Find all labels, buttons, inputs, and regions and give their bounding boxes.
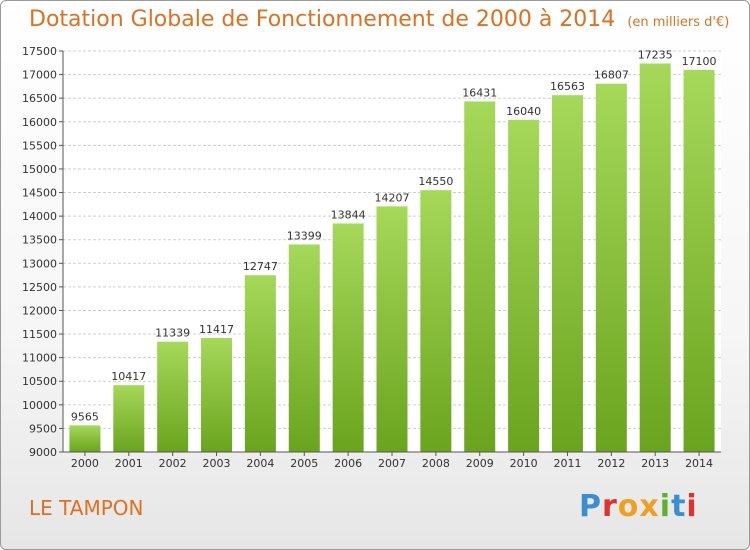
bar (244, 275, 276, 452)
x-tick-label: 2012 (597, 457, 625, 470)
x-tick-label: 2007 (378, 457, 406, 470)
y-tick-label: 16000 (22, 116, 57, 129)
bar (508, 119, 540, 452)
x-tick-label: 2011 (553, 457, 581, 470)
bar-value-label: 10417 (111, 370, 146, 383)
x-tick-label: 2000 (71, 457, 99, 470)
logo-letter: o (617, 489, 640, 524)
x-tick-label: 2005 (290, 457, 318, 470)
logo-letter: i (659, 489, 672, 524)
bar (288, 244, 320, 452)
bar-value-label: 16807 (594, 69, 629, 82)
logo-letter: i (686, 489, 698, 524)
y-tick-label: 15000 (22, 163, 57, 176)
bar-value-label: 16040 (506, 105, 541, 118)
bars: 9565 10417 11339 11417 12747 13399 13844 14207 1… (69, 49, 717, 453)
y-tick-label: 10500 (22, 375, 57, 388)
bar-value-label: 16563 (550, 80, 585, 93)
bar (683, 69, 715, 452)
axes: 9000 9500 10000 10500 11000 11500 12000 12500 13… (22, 45, 721, 470)
y-tick-label: 17500 (22, 45, 57, 58)
bar-value-label: 11339 (155, 327, 190, 340)
bar (157, 341, 189, 452)
y-tick-label: 16500 (22, 92, 57, 105)
x-tick-label: 2010 (510, 457, 538, 470)
logo-letter: t (671, 489, 687, 524)
commune-name: LE TAMPON (29, 496, 144, 520)
bar-value-label: 14207 (375, 191, 410, 204)
title-text: Dotation Globale de Fonctionnement de 20… (29, 7, 616, 32)
y-tick-label: 11000 (22, 352, 57, 365)
x-tick-label: 2014 (685, 457, 713, 470)
x-tick-label: 2006 (334, 457, 362, 470)
unit-label: (en milliers d'€) (627, 15, 730, 30)
bar (201, 337, 233, 452)
chart-title: Dotation Globale de Fonctionnement de 20… (29, 7, 729, 32)
logo-letter: x (639, 489, 660, 524)
bar (464, 101, 496, 453)
y-tick-label: 14000 (22, 210, 57, 223)
bar-value-label: 17235 (638, 49, 673, 62)
y-tick-label: 17000 (22, 69, 57, 82)
y-tick-label: 10000 (22, 399, 57, 412)
logo-letter: P (579, 489, 602, 524)
bar-value-label: 17100 (682, 55, 717, 68)
bar (376, 206, 408, 452)
bar-value-label: 14550 (418, 175, 453, 188)
y-tick-label: 11500 (22, 328, 57, 341)
bar (639, 63, 671, 452)
y-tick-label: 12500 (22, 281, 57, 294)
bar-value-label: 13844 (331, 208, 366, 221)
y-tick-label: 9000 (29, 446, 57, 459)
x-tick-label: 2004 (246, 457, 274, 470)
bar (551, 95, 583, 453)
bar-value-label: 12747 (243, 260, 278, 273)
x-tick-label: 2009 (466, 457, 494, 470)
x-tick-label: 2003 (203, 457, 231, 470)
bar (332, 223, 364, 452)
bar-value-label: 9565 (71, 410, 99, 423)
x-tick-label: 2013 (641, 457, 669, 470)
bar (420, 190, 452, 452)
y-tick-label: 14500 (22, 187, 57, 200)
y-tick-label: 13500 (22, 234, 57, 247)
bar (113, 385, 145, 452)
x-tick-label: 2002 (159, 457, 187, 470)
y-tick-label: 9500 (29, 422, 57, 435)
bar (595, 83, 627, 452)
bar-value-label: 16431 (462, 86, 497, 99)
bar-value-label: 13399 (287, 229, 322, 242)
logo-letter: r (602, 489, 618, 524)
proxiti-logo[interactable]: Proxiti (579, 489, 698, 524)
y-tick-label: 15500 (22, 139, 57, 152)
y-tick-label: 12000 (22, 304, 57, 317)
bar (69, 425, 101, 452)
y-tick-label: 13000 (22, 257, 57, 270)
bar-value-label: 11417 (199, 323, 234, 336)
x-tick-label: 2001 (115, 457, 143, 470)
x-tick-label: 2008 (422, 457, 450, 470)
